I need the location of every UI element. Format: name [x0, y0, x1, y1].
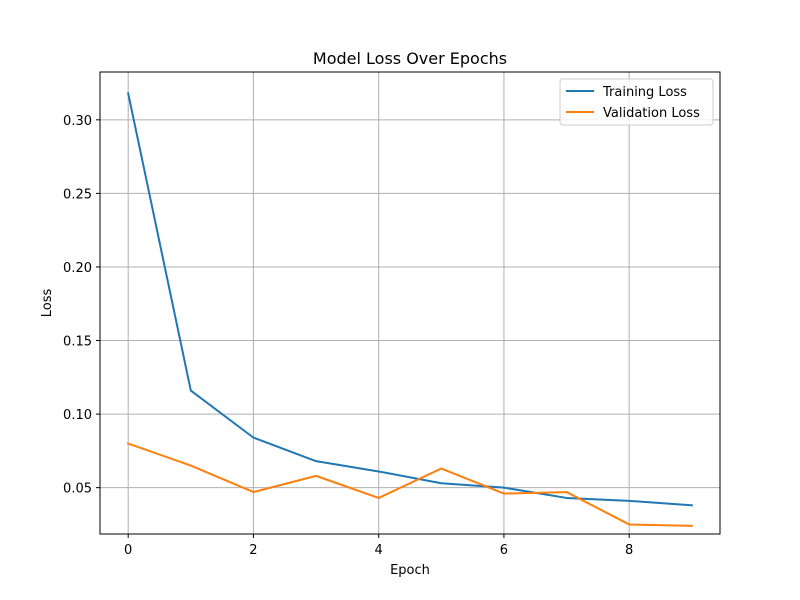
legend-label-training-loss: Training Loss: [602, 85, 687, 100]
x-tick-label: 0: [124, 543, 132, 558]
series-lines: [126, 92, 693, 527]
y-tick-label: 0.15: [63, 335, 92, 350]
y-axis-label: Loss: [40, 289, 55, 318]
plot-frame: [99, 71, 721, 535]
validation-loss-line: [126, 442, 693, 527]
x-tick-label: 6: [500, 543, 508, 558]
x-tick-label: 4: [375, 543, 383, 558]
x-tick-label: 2: [249, 543, 257, 558]
y-tick-label: 0.05: [63, 482, 92, 497]
chart-title: Model Loss Over Epochs: [313, 49, 507, 68]
y-tick-label: 0.10: [63, 408, 92, 423]
x-axis-label: Epoch: [390, 563, 430, 578]
y-tick-label: 0.25: [63, 187, 92, 202]
y-tick-label: 0.20: [63, 261, 92, 276]
y-tick-label: 0.30: [63, 114, 92, 129]
axis-ticks: 0 2 4 6 8 0.05 0.10 0.15 0.20 0.25 0.30: [63, 114, 633, 558]
legend-label-validation-loss: Validation Loss: [603, 106, 700, 121]
legend-box: [559, 78, 714, 126]
legend: Training Loss Validation Loss: [559, 78, 714, 126]
x-tick-label: 8: [625, 543, 633, 558]
training-loss-line: [126, 92, 693, 507]
